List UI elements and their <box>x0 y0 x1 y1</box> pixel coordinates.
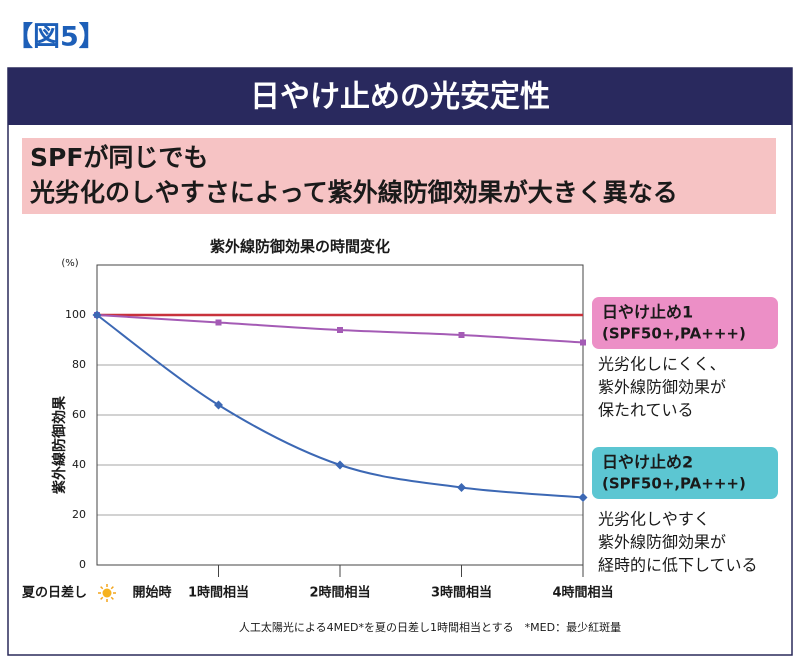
chart-title: 紫外線防御効果の時間変化 <box>210 238 390 256</box>
point <box>578 493 588 502</box>
header: 日やけ止めの光安定性 <box>250 80 550 115</box>
x-tick-label: 開始時 <box>132 585 171 601</box>
y-unit: (%) <box>61 258 78 269</box>
legend-spec: (SPF50+,PA+++) <box>602 325 746 343</box>
legend-name: 日やけ止め2 <box>602 453 693 472</box>
x-prefix: 夏の日差し <box>21 585 87 601</box>
point <box>215 319 222 326</box>
figure-label: 【図5】 <box>6 22 106 53</box>
sun-ray <box>110 586 114 590</box>
point <box>92 310 102 320</box>
sun-ray <box>110 596 114 600</box>
x-tick-label: 1時間相当 <box>188 585 249 601</box>
legend-note: 光劣化しやすく <box>598 510 710 529</box>
sun-ray <box>100 586 104 590</box>
legend-note: 経時的に低下している <box>598 556 758 575</box>
legend-name: 日やけ止め1 <box>602 303 693 322</box>
y-axis-label: 紫外線防御効果 <box>51 395 68 494</box>
footnote: 人工太陽光による4MED*を夏の日差し1時間相当とする *MED：最少紅斑量 <box>239 620 621 634</box>
legend-note: 紫外線防御効果が <box>598 378 726 397</box>
legend-note: 紫外線防御効果が <box>598 533 726 552</box>
headline-box <box>22 138 776 214</box>
point <box>337 327 343 333</box>
x-tick-label: 3時間相当 <box>431 585 492 601</box>
x-tick-label: 4時間相当 <box>552 585 613 601</box>
point <box>580 339 586 346</box>
legend-spec: (SPF50+,PA+++) <box>602 475 746 493</box>
x-tick-label: 2時間相当 <box>309 585 370 601</box>
legend-box <box>592 447 778 499</box>
sun <box>102 588 112 598</box>
point <box>457 483 466 492</box>
point <box>458 332 465 338</box>
legend-box <box>592 297 778 349</box>
headline: 光劣化のしやすさによって紫外線防御効果が大きく異なる <box>29 178 678 207</box>
point <box>214 400 223 410</box>
y-tick-label: 40 <box>72 458 86 471</box>
sun-ray <box>100 596 104 600</box>
point <box>335 460 345 470</box>
legend-note: 保たれている <box>598 401 694 420</box>
headline: SPFが同じでも <box>30 143 208 172</box>
y-tick-label: 80 <box>72 358 86 371</box>
y-tick-label: 60 <box>72 408 86 421</box>
y-tick-label: 20 <box>72 508 86 521</box>
legend-note: 光劣化しにくく、 <box>598 355 726 374</box>
y-tick-label: 0 <box>79 558 86 571</box>
y-tick-label: 100 <box>65 308 86 321</box>
header-bar <box>8 68 792 125</box>
